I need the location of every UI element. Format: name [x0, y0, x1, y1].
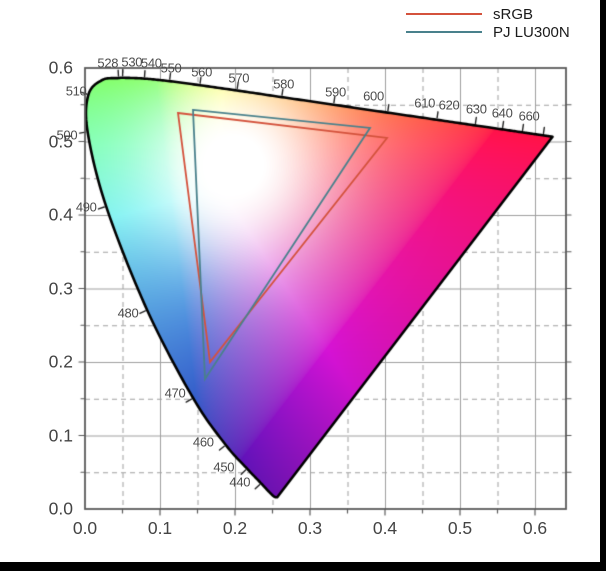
wavelength-label-490: 490: [75, 199, 97, 215]
wavelength-label-530: 530: [121, 54, 143, 70]
wavelength-label-630: 630: [465, 101, 487, 116]
wavelength-label-470: 470: [164, 385, 186, 401]
wavelength-label-590: 590: [325, 84, 346, 100]
wavelength-label-610: 610: [414, 95, 436, 111]
wavelength-label-500: 500: [56, 127, 78, 143]
y-tick-label-0.1: 0.1: [48, 425, 73, 445]
wavelength-label-660: 660: [518, 108, 540, 124]
wavelength-label-480: 480: [117, 305, 139, 321]
wavelength-label-450: 450: [213, 459, 235, 475]
wavelength-label-600: 600: [363, 88, 384, 104]
x-tick-label-0.6: 0.6: [522, 518, 548, 538]
y-tick-label-0.0: 0.0: [48, 498, 73, 519]
y-tick-label-0.2: 0.2: [48, 351, 73, 372]
x-tick-label-0.3: 0.3: [297, 518, 323, 538]
legend-item-pj-lu300n: PJ LU300N: [406, 23, 570, 41]
pj-lu300n-line-swatch: [406, 31, 482, 33]
legend: sRGB PJ LU300N: [406, 5, 570, 41]
legend-item-srgb: sRGB: [406, 5, 570, 23]
x-tick-label-0.5: 0.5: [447, 518, 473, 538]
screenshot-border-bottom: [0, 562, 606, 571]
x-tick-label-0.2: 0.2: [222, 518, 248, 538]
screenshot-border-right: [600, 0, 606, 571]
x-tick-label-0.4: 0.4: [372, 518, 398, 538]
wavelength-label-528: 528: [97, 55, 119, 71]
srgb-line-swatch: [406, 13, 482, 15]
legend-label-srgb: sRGB: [493, 5, 534, 23]
wavelength-label-560: 560: [191, 64, 213, 80]
y-tick-label-0.4: 0.4: [48, 204, 73, 225]
x-tick-label-0.1: 0.1: [147, 518, 173, 538]
y-tick-label-0.5: 0.5: [48, 131, 73, 151]
wavelength-label-570: 570: [228, 70, 250, 86]
x-tick-label-0.0: 0.0: [72, 518, 98, 538]
wavelength-label-440: 440: [229, 474, 251, 490]
y-tick-label-0.3: 0.3: [48, 278, 73, 298]
wavelength-label-640: 640: [491, 105, 513, 121]
wavelength-label-620: 620: [438, 97, 460, 113]
legend-label-pj-lu300n: PJ LU300N: [493, 23, 570, 41]
wavelength-label-510: 510: [65, 83, 87, 99]
wavelength-label-460: 460: [192, 434, 214, 450]
wavelength-label-580: 580: [273, 76, 295, 92]
wavelength-label-550: 550: [160, 60, 182, 76]
wavelength-label-540: 540: [140, 55, 162, 71]
y-tick-label-0.6: 0.6: [48, 57, 73, 78]
